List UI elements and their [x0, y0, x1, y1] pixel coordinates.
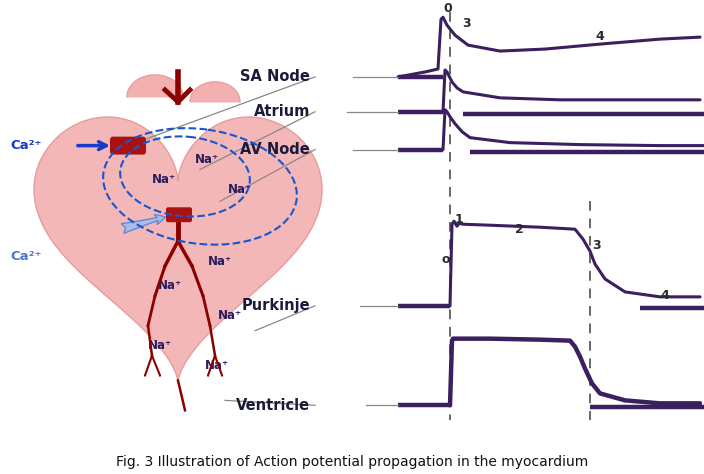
Polygon shape	[190, 82, 240, 102]
Text: 3: 3	[462, 17, 471, 30]
Text: Na⁺: Na⁺	[208, 255, 232, 267]
Text: Na⁺: Na⁺	[158, 279, 182, 292]
Text: 3: 3	[592, 239, 601, 252]
Text: Na⁺: Na⁺	[218, 309, 242, 322]
Text: Na⁺: Na⁺	[228, 183, 252, 196]
Text: 4: 4	[660, 289, 669, 302]
Text: Na⁺: Na⁺	[205, 359, 229, 372]
Text: Purkinje: Purkinje	[241, 298, 310, 313]
Text: 0: 0	[443, 2, 452, 15]
Text: Na⁺: Na⁺	[195, 153, 219, 166]
Text: 2: 2	[515, 223, 524, 236]
Text: Ca²⁺: Ca²⁺	[10, 139, 42, 152]
Text: Fig. 3 Illustration of Action potential propagation in the myocardium: Fig. 3 Illustration of Action potential …	[116, 455, 588, 469]
Text: Ca²⁺: Ca²⁺	[10, 250, 42, 263]
Text: o: o	[441, 253, 449, 266]
Text: 4: 4	[595, 30, 604, 43]
Polygon shape	[127, 75, 183, 97]
Text: Atrium: Atrium	[253, 104, 310, 119]
Text: 1: 1	[455, 213, 464, 226]
FancyBboxPatch shape	[110, 137, 146, 155]
Text: SA Node: SA Node	[240, 69, 310, 84]
Text: Ventricle: Ventricle	[236, 398, 310, 413]
Text: AV Node: AV Node	[240, 142, 310, 157]
Polygon shape	[34, 117, 322, 382]
Text: Na⁺: Na⁺	[148, 339, 172, 352]
Text: Na⁺: Na⁺	[152, 173, 176, 186]
FancyBboxPatch shape	[166, 207, 192, 222]
